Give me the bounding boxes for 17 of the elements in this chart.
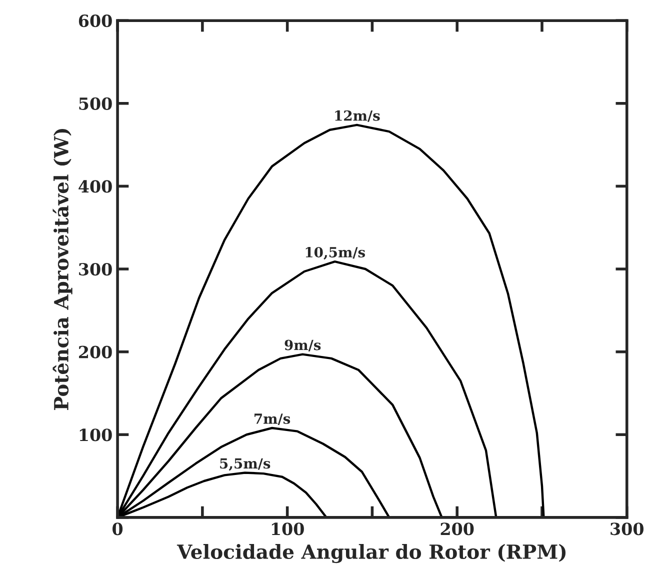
- series-label: 7m/s: [254, 414, 290, 426]
- y-tick-label: 400: [78, 180, 112, 193]
- x-tick-label: 0: [112, 522, 123, 536]
- y-tick-label: 100: [80, 428, 112, 442]
- y-tick-label: 200: [79, 346, 112, 358]
- y-tick-label: 600: [78, 14, 112, 28]
- x-axis-title: Velocidade Angular do Rotor (RPM): [176, 544, 566, 564]
- x-tick-label: 200: [440, 522, 474, 536]
- series-label: 12m/s: [335, 110, 380, 122]
- x-tick-label: 100: [272, 522, 304, 536]
- y-tick-label: 500: [79, 97, 112, 110]
- y-axis-title: Potência Aproveitável (W): [52, 128, 72, 410]
- series-label: 5,5m/s: [220, 458, 270, 471]
- x-tick-label: 300: [610, 522, 644, 536]
- y-tick-label: 300: [79, 262, 112, 276]
- series-label: 9m/s: [284, 340, 321, 352]
- series-label: 10,5m/s: [306, 246, 365, 260]
